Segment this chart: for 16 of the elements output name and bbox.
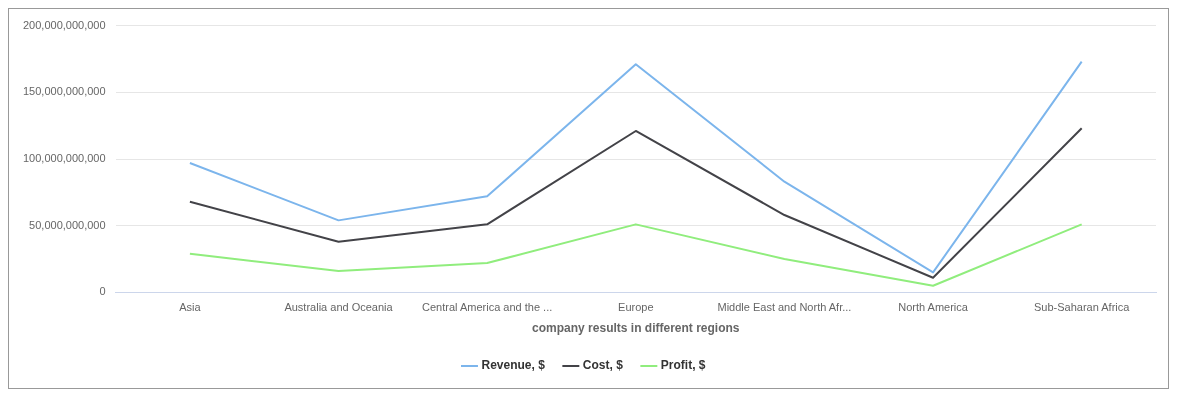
x-tick-label: Central America and the ... [422,301,553,314]
x-tick-label: Asia [179,301,202,314]
legend-label: Cost, $ [582,358,624,373]
x-tick-label: Europe [618,301,654,314]
legend-label: Profit, $ [660,358,706,373]
legend-label: Revenue, $ [481,358,546,373]
x-tick-label: Middle East and North Afr... [717,301,852,314]
x-axis-title: company results in different regions [532,321,740,336]
x-tick-label: Australia and Oceania [284,301,394,314]
y-tick-label: 100,000,000,000 [22,152,106,165]
y-tick-label: 200,000,000,000 [22,18,106,31]
y-tick-label: 0 [99,285,106,298]
x-tick-label: Sub-Saharan Africa [1033,301,1131,314]
y-tick-label: 150,000,000,000 [22,85,106,98]
x-tick-label: North America [898,301,969,314]
y-tick-label: 50,000,000,000 [29,218,106,231]
